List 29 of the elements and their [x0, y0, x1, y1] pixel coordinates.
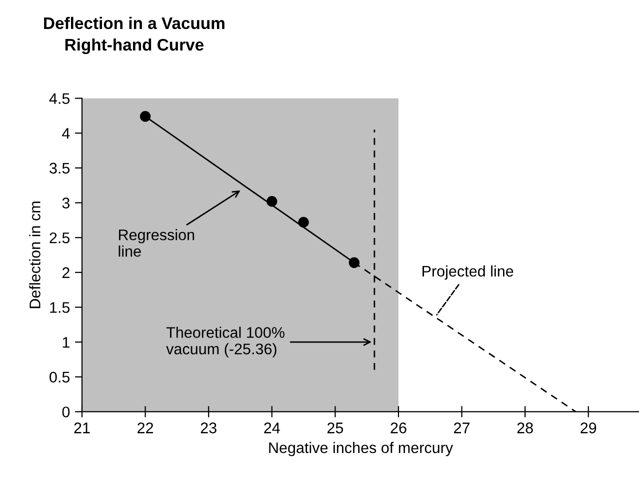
y-tick-label: 2 [62, 267, 70, 278]
x-axis-title: Negative inches of mercury [269, 442, 454, 456]
x-tick-label: 28 [517, 422, 533, 434]
y-tick-label: 3.5 [50, 162, 70, 174]
x-tick-label: 26 [390, 422, 406, 434]
x-tick-label: 23 [200, 422, 216, 434]
point [266, 196, 278, 207]
x-tick-label: 21 [74, 422, 90, 434]
y-tick-label: 0.5 [50, 372, 70, 383]
y-tick-label: 1 [62, 337, 70, 348]
y-axis-title: Deflection in cm [29, 202, 40, 308]
point [298, 216, 309, 228]
annotation: Theoretical 100% vacuum (-25.36) [166, 326, 284, 358]
point [348, 257, 360, 268]
y-tick-label: 3 [62, 198, 70, 208]
x-tick-label: 27 [454, 422, 470, 434]
point [140, 111, 151, 122]
y-tick-label: 4 [62, 128, 70, 139]
x-tick-label: 29 [580, 422, 596, 434]
annotation: Projected line [422, 265, 514, 280]
annotation: Regression line [118, 229, 194, 257]
y-tick-label: 0 [62, 406, 70, 418]
y-tick-label: 4.5 [49, 93, 70, 104]
y-tick-label: 2.5 [50, 232, 70, 244]
chart-title: Deflection in a Vacuum Right-hand Curve [44, 16, 224, 54]
x-tick-label: 24 [264, 422, 280, 434]
x-tick-label: 25 [327, 422, 344, 434]
y-tick-label: 1.5 [50, 302, 70, 313]
x-tick-label: 22 [138, 422, 154, 434]
